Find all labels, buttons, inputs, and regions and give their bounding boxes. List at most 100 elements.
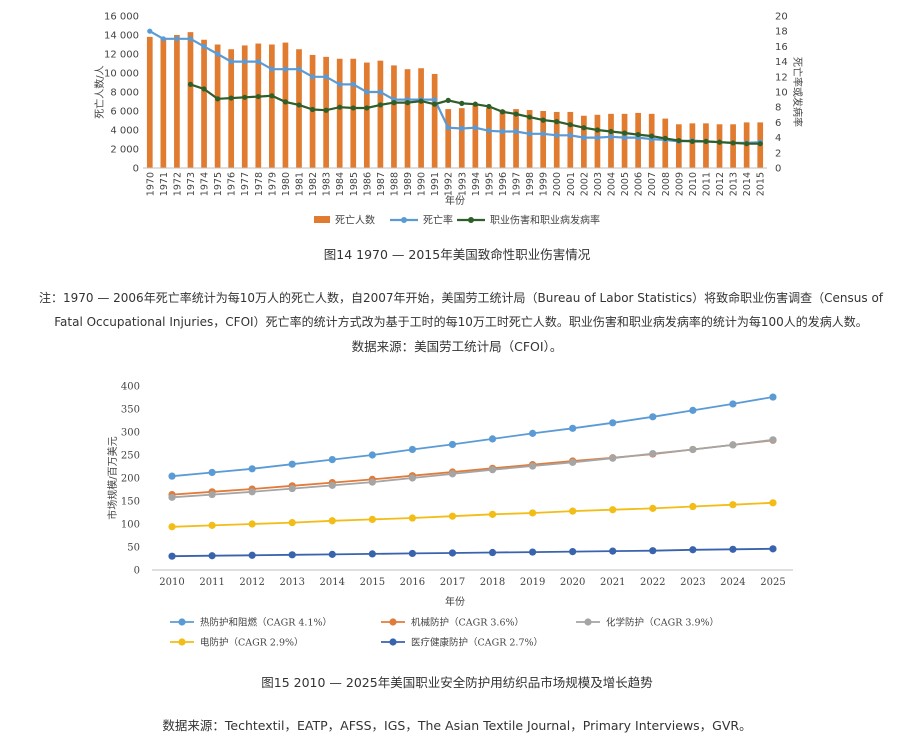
series-point-2: [488, 466, 497, 474]
y-tick-label: 0: [134, 566, 140, 577]
series-point-2: [168, 493, 176, 501]
point-death-rate: [282, 66, 289, 72]
series-point-2: [649, 450, 657, 458]
chart-fatal-injuries: 0 2 000 4 000 6 000 8 000 10 000 12 000 14 000 1…: [93, 12, 804, 227]
series-point-0: [488, 435, 497, 443]
series-point-2: [528, 462, 537, 470]
x-tick-label: 1982: [308, 172, 319, 196]
x-tick-label: 1994: [471, 172, 482, 196]
legend-label-0: 热防护和阻燃（CAGR 4.1%）: [200, 617, 332, 629]
bar-fatalities: [621, 113, 628, 168]
series-point-3: [368, 515, 376, 523]
point-incidence-rate: [662, 135, 668, 141]
y-tick-label: 50: [127, 543, 140, 554]
bar-fatalities: [269, 44, 275, 168]
series-point-4: [609, 547, 617, 555]
legend-marker-death-rate: [401, 217, 407, 223]
point-incidence-rate: [187, 81, 194, 87]
x-tick-label: 1997: [512, 172, 523, 196]
bar-fatalities: [377, 60, 384, 168]
point-incidence-rate: [255, 93, 261, 100]
figure-14-note-line-2: Fatal Occupational Injuries，CFOI）死亡率的统计方…: [54, 315, 868, 329]
point-death-rate: [472, 125, 478, 131]
bar-fatalities: [458, 108, 465, 168]
right-tick-label: 2: [775, 148, 781, 159]
bar-fatalities: [146, 36, 153, 169]
figure-15-source: 数据来源：Techtextil，EATP，AFSS，IGS，The Asian …: [162, 718, 752, 733]
legend-label-death-rate: 死亡率: [423, 214, 453, 227]
x-tick-label: 1978: [254, 172, 265, 196]
series-line-2: [171, 438, 774, 499]
left-tick-label: 10 000: [104, 69, 139, 80]
point-incidence-rate: [676, 138, 682, 144]
x-tick-label: 2022: [640, 577, 665, 588]
point-incidence-rate: [689, 138, 695, 144]
series-point-3: [288, 519, 296, 527]
left-tick-label: 8 000: [110, 88, 139, 99]
bar-fatalities: [486, 108, 492, 168]
point-death-rate: [513, 128, 519, 135]
x-tick-label: 2020: [560, 577, 585, 588]
x-tick-label: 2004: [607, 172, 618, 196]
point-death-rate: [581, 135, 587, 141]
bar-fatalities: [255, 43, 262, 168]
series-point-4: [769, 545, 777, 553]
series-point-4: [649, 547, 657, 555]
bar-fatalities: [445, 109, 452, 168]
y-tick-label: 100: [121, 520, 140, 531]
point-incidence-rate: [404, 100, 411, 106]
x-tick-label: 1983: [322, 172, 333, 196]
series-point-4: [689, 546, 697, 554]
bar-fatalities: [675, 124, 682, 168]
series-point-3: [168, 523, 176, 531]
point-incidence-rate: [309, 106, 316, 113]
series-point-3: [569, 507, 577, 515]
x-tick-label: 2013: [729, 172, 740, 196]
point-death-rate: [527, 131, 533, 137]
x-tick-label: 1984: [335, 172, 346, 196]
point-incidence-rate: [201, 86, 207, 92]
point-incidence-rate: [296, 102, 302, 108]
x-tick-label: 1975: [213, 172, 224, 196]
series-point-4: [488, 548, 497, 557]
bar-fatalities: [513, 109, 519, 168]
legend-marker-0: [178, 618, 186, 626]
figure-14-source: 数据来源：美国劳工统计局（CFOI）。: [351, 339, 563, 354]
x-tick-label: 1998: [525, 172, 536, 196]
x-tick-label: 2005: [620, 172, 631, 196]
x-tick-label: 1999: [539, 172, 550, 196]
y-tick-label: 300: [121, 428, 140, 439]
bar-fatalities: [635, 112, 641, 168]
x-tick-label: 2014: [742, 172, 753, 196]
x-tick-label: 1972: [172, 172, 183, 196]
x-tick-label: 1977: [240, 172, 251, 196]
x-tick-label: 2010: [159, 577, 184, 588]
bar-fatalities: [174, 35, 180, 168]
x-tick-label: 2009: [674, 172, 685, 196]
series-point-4: [288, 551, 296, 559]
left-tick-label: 14 000: [104, 31, 139, 42]
series-point-0: [328, 456, 336, 464]
x-tick-label: 1991: [430, 172, 441, 196]
bar-fatalities: [730, 124, 736, 168]
x-tick-label: 1980: [281, 172, 292, 196]
figure-14-note-line-1: 注：1970 — 2006年死亡率统计为每10万人的死亡人数，自2007年开始，…: [38, 291, 884, 305]
x-tick-label: 2024: [720, 577, 745, 588]
x-tick-label: 2016: [400, 577, 425, 588]
point-death-rate: [337, 81, 343, 87]
point-incidence-rate: [730, 140, 736, 146]
legend-marker-4: [389, 638, 397, 646]
x-tick-label: 1979: [267, 172, 278, 196]
chart-market-size: 0 50 100 150 200 250 300 350 400 2010 2011 2012 2013…: [106, 382, 793, 649]
point-death-rate: [242, 59, 248, 65]
x-axis-title: 年份: [445, 194, 465, 207]
bar-fatalities: [662, 118, 669, 168]
x-tick-label: 2001: [566, 172, 577, 196]
series-point-3: [729, 501, 737, 509]
bar-fatalities: [391, 65, 397, 168]
series-point-2: [408, 474, 417, 482]
x-tick-label: 1981: [295, 172, 306, 196]
y-axis-title: 市场规模/百万美元: [106, 436, 119, 519]
left-tick-label: 16 000: [104, 12, 139, 23]
point-death-rate: [255, 59, 261, 65]
